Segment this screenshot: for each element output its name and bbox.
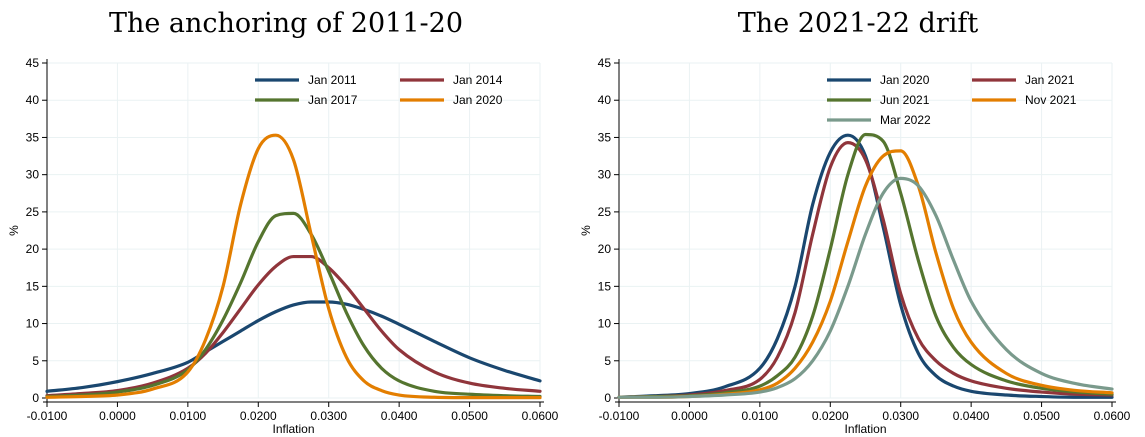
x-tick-label: 0.0500 [451, 409, 488, 423]
y-tick-label: 35 [598, 130, 612, 144]
legend-label: Jan 2011 [308, 73, 357, 87]
chart-panel-right: The 2021-22 drift 0 5 10 15 20 25 30 35 40 45 -0.0… [572, 0, 1144, 437]
x-tick-label: -0.0100 [599, 409, 640, 423]
series-line [45, 133, 542, 400]
chart-title: The 2021-22 drift [737, 8, 979, 39]
y-axis-label: % [579, 225, 593, 236]
x-tick-label: 0.0200 [240, 409, 277, 423]
series-lines [45, 133, 542, 400]
legend-label: Jan 2021 [1025, 73, 1075, 87]
x-tick-label: 0.0100 [742, 409, 779, 423]
series-lines [617, 132, 1114, 399]
gridlines [46, 62, 541, 399]
x-tick-label: -0.0100 [27, 409, 68, 423]
x-tick-label: 0.0400 [381, 409, 418, 423]
x-tick-label: 0.0000 [671, 409, 708, 423]
x-tick-label: 0.0000 [99, 409, 136, 423]
legend-label: Mar 2022 [880, 113, 931, 127]
legend-label: Jan 2014 [453, 73, 503, 87]
x-tick-label: 0.0600 [522, 409, 559, 423]
y-tick-label: 10 [26, 317, 40, 331]
x-tick-label: 0.0300 [882, 409, 919, 423]
x-axis-label: Inflation [272, 422, 314, 436]
y-tick-label: 20 [26, 242, 40, 256]
y-tick-label: 0 [32, 391, 39, 405]
chart-panel-left: The anchoring of 2011-20 0 5 10 15 20 25 30 35 4… [0, 0, 572, 437]
y-tick-label: 35 [26, 130, 40, 144]
legend: Jan 2011 Jan 2014 Jan 2017 Jan 2020 [255, 73, 503, 107]
legend-label: Nov 2021 [1025, 93, 1077, 107]
chart-plot: 0 5 10 15 20 25 30 35 40 45 -0.0100 0.0000 0.0100 0.0… [7, 56, 559, 436]
x-tick-label: 0.0100 [170, 409, 207, 423]
y-tick-label: 10 [598, 317, 612, 331]
legend-label: Jun 2021 [880, 93, 930, 107]
y-tick-label: 25 [26, 205, 40, 219]
series-line [617, 133, 1114, 399]
legend: Jan 2020 Jan 2021 Jun 2021 Nov 2021 Mar 2022 [827, 73, 1077, 127]
y-tick-label: 30 [26, 168, 40, 182]
series-line [617, 141, 1114, 399]
y-tick-label: 20 [598, 242, 612, 256]
y-tick-label: 45 [598, 56, 612, 70]
y-tick-label: 40 [26, 93, 40, 107]
series-line [617, 132, 1114, 399]
x-tick-label: 0.0200 [812, 409, 849, 423]
x-tick-label: 0.0400 [953, 409, 990, 423]
y-tick-label: 45 [26, 56, 40, 70]
series-line [45, 254, 542, 398]
y-tick-label: 5 [32, 354, 39, 368]
chart-title: The anchoring of 2011-20 [108, 8, 464, 39]
y-tick-label: 15 [26, 279, 40, 293]
series-line [617, 176, 1114, 399]
x-axis-label: Inflation [844, 422, 886, 436]
x-tick-label: 0.0500 [1023, 409, 1060, 423]
y-axis-label: % [7, 225, 21, 236]
y-tick-label: 30 [598, 168, 612, 182]
y-tick-label: 25 [598, 205, 612, 219]
legend-label: Jan 2020 [453, 93, 503, 107]
x-tick-label: 0.0600 [1094, 409, 1131, 423]
series-line [45, 300, 542, 393]
legend-label: Jan 2020 [880, 73, 930, 87]
chart-plot: 0 5 10 15 20 25 30 35 40 45 -0.0100 0.0000 0.0100 0.0… [579, 56, 1131, 436]
x-tick-label: 0.0300 [310, 409, 347, 423]
y-tick-label: 0 [604, 391, 611, 405]
series-line [45, 211, 542, 399]
legend-label: Jan 2017 [308, 93, 358, 107]
y-tick-label: 5 [604, 354, 611, 368]
y-tick-label: 40 [598, 93, 612, 107]
y-tick-label: 15 [598, 279, 612, 293]
